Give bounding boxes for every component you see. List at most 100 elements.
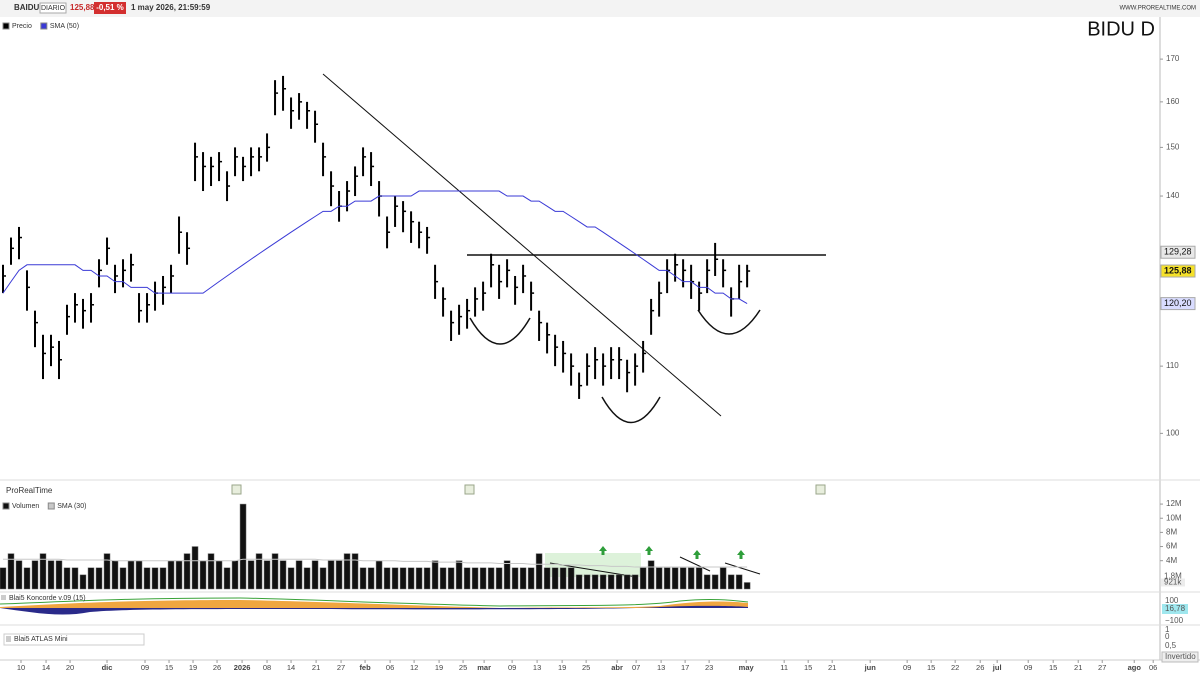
x-tick-label: 19 — [435, 663, 443, 672]
volume-bar — [391, 567, 399, 590]
volume-bar — [511, 567, 519, 590]
volume-bar — [383, 567, 391, 590]
legend-label: Volumen — [12, 503, 39, 510]
axis-label: 0 — [1165, 632, 1170, 641]
volume-bar — [519, 567, 527, 590]
header-bar — [0, 0, 1200, 17]
legend-swatch — [6, 636, 11, 642]
volume-bar — [455, 560, 463, 590]
y-tick-label: 4M — [1166, 556, 1177, 565]
x-tick-label: abr — [611, 663, 623, 672]
volume-marker-label: 1,8M — [1164, 571, 1182, 580]
x-tick-label: 25 — [459, 663, 467, 672]
volume-bar — [487, 567, 495, 590]
volume-bar — [407, 567, 415, 590]
volume-marker-label: 921k — [1164, 578, 1182, 587]
volume-bar — [295, 560, 303, 590]
volume-bar — [375, 560, 383, 590]
legend-swatch — [47, 502, 55, 510]
volume-bar — [599, 574, 607, 590]
x-tick-label: 27 — [1098, 663, 1106, 672]
volume-bar — [303, 567, 311, 590]
price-marker-label: 125,88 — [1164, 265, 1192, 275]
x-tick-label: 06 — [1149, 663, 1157, 672]
volume-bar — [559, 567, 567, 590]
legend-label: Precio — [12, 23, 32, 30]
volume-bar — [183, 553, 191, 590]
x-tick-label: 15 — [165, 663, 173, 672]
axis-label: 100 — [1165, 596, 1179, 605]
volume-bar — [7, 553, 15, 590]
volume-bar — [31, 560, 39, 590]
x-tick-label: 15 — [1049, 663, 1057, 672]
volume-bar — [143, 567, 151, 590]
volume-bar — [695, 567, 703, 590]
x-tick-label: 21 — [828, 663, 836, 672]
mode-box — [1161, 651, 1199, 663]
sma-line — [2, 190, 748, 305]
volume-bar — [95, 567, 103, 590]
volume-bar — [287, 567, 295, 590]
volume-bar — [479, 567, 487, 590]
volume-bar — [735, 574, 743, 590]
indicator-title: Blai5 ATLAS Mini — [14, 636, 68, 643]
volume-bar — [319, 567, 327, 590]
volume-bar — [119, 567, 127, 590]
volume-bar — [135, 560, 143, 590]
volume-bar — [447, 567, 455, 590]
datetime: 1 may 2026, 21:59:59 — [131, 3, 211, 12]
site: WWW.PROREALTIME.COM — [1119, 6, 1196, 12]
volume-bar — [167, 560, 175, 590]
volume-bar — [327, 560, 335, 590]
volume-bar — [111, 560, 119, 590]
x-tick-label: 14 — [42, 663, 50, 672]
y-tick-label: 160 — [1166, 97, 1180, 106]
change-box — [94, 2, 126, 14]
volume-bar — [215, 560, 223, 590]
volume-bar — [415, 567, 423, 590]
x-tick-label: 15 — [804, 663, 812, 672]
y-tick-label: 150 — [1166, 142, 1180, 151]
x-tick-label: 17 — [681, 663, 689, 672]
y-tick-label: 12M — [1166, 499, 1182, 508]
indicator-title: Blai5 Koncorde v.09 (15) — [9, 595, 86, 602]
volume-bar — [15, 560, 23, 590]
volume-bar — [191, 546, 199, 590]
legend-label: SMA (30) — [57, 503, 86, 510]
x-tick-label: 23 — [705, 663, 713, 672]
x-tick-label: 26 — [213, 663, 221, 672]
volume-bar — [575, 574, 583, 590]
volume-bar — [471, 567, 479, 590]
x-tick-label: 27 — [337, 663, 345, 672]
volume-bar — [23, 567, 31, 590]
volume-bar — [655, 567, 663, 590]
price-marker — [1160, 297, 1196, 311]
volume-bar — [535, 553, 543, 590]
change: -0,51 % — [96, 3, 124, 12]
price-marker — [1160, 245, 1196, 259]
x-tick-label: 2026 — [234, 663, 251, 672]
volume-bar — [623, 574, 631, 590]
x-tick-label: 09 — [1024, 663, 1032, 672]
volume-bar — [711, 574, 719, 590]
atlas-box — [3, 633, 145, 646]
volume-trend — [679, 556, 711, 572]
x-tick-label: 11 — [780, 663, 788, 672]
y-tick-label: 140 — [1166, 191, 1180, 200]
volume-bar — [247, 560, 255, 590]
volume-trend — [724, 562, 761, 575]
y-tick-label: 170 — [1166, 54, 1180, 63]
volume-bar — [671, 567, 679, 590]
koncorde-area — [0, 605, 748, 615]
volume-marker — [1161, 572, 1185, 581]
x-tick-label: 22 — [951, 663, 959, 672]
x-tick-label: feb — [359, 663, 371, 672]
volume-bar — [279, 560, 287, 590]
volume-bar — [239, 503, 247, 590]
x-tick-label: 13 — [533, 663, 541, 672]
price-marker-label: 129,28 — [1164, 247, 1192, 257]
volume-bar — [103, 553, 111, 590]
volume-bar — [263, 560, 271, 590]
arc — [697, 309, 761, 335]
